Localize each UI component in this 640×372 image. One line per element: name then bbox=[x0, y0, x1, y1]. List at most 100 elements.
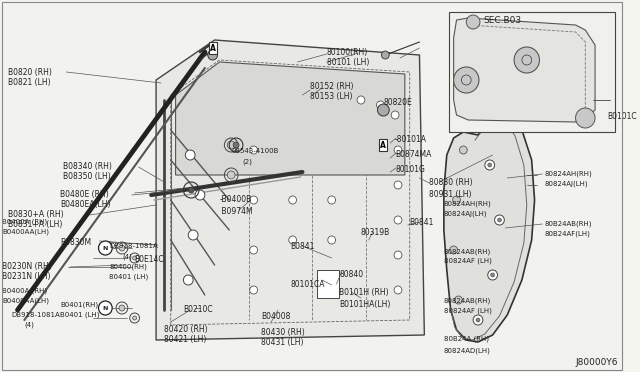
Circle shape bbox=[119, 245, 125, 251]
Text: 80840: 80840 bbox=[339, 270, 364, 279]
Circle shape bbox=[132, 316, 136, 320]
Text: 80B24AB(RH): 80B24AB(RH) bbox=[545, 220, 592, 227]
Text: 80B24A (RH): 80B24A (RH) bbox=[444, 335, 489, 341]
Polygon shape bbox=[175, 62, 405, 175]
Circle shape bbox=[99, 301, 112, 315]
Circle shape bbox=[289, 236, 296, 244]
Circle shape bbox=[454, 67, 479, 93]
Text: 80824AH(RH): 80824AH(RH) bbox=[545, 170, 592, 176]
Circle shape bbox=[394, 286, 402, 294]
Circle shape bbox=[357, 96, 365, 104]
Circle shape bbox=[452, 196, 460, 204]
Text: 80824AJ(LH): 80824AJ(LH) bbox=[545, 180, 588, 186]
Text: B0400A (RH): B0400A (RH) bbox=[2, 218, 47, 224]
Circle shape bbox=[99, 241, 112, 255]
Circle shape bbox=[195, 190, 205, 200]
Circle shape bbox=[208, 50, 218, 60]
Text: N: N bbox=[102, 305, 108, 311]
Text: DB918-1081A: DB918-1081A bbox=[12, 312, 60, 318]
Text: B0101H (RH): B0101H (RH) bbox=[339, 288, 389, 297]
Circle shape bbox=[394, 216, 402, 224]
Text: B08340 (RH): B08340 (RH) bbox=[63, 162, 112, 171]
Text: (4): (4) bbox=[24, 322, 35, 328]
Text: 80420 (RH): 80420 (RH) bbox=[164, 325, 207, 334]
Circle shape bbox=[450, 246, 458, 254]
Text: 80824AH(RH): 80824AH(RH) bbox=[444, 200, 492, 206]
Text: B0830+A (RH): B0830+A (RH) bbox=[8, 210, 63, 219]
Text: 80824AB(RH): 80824AB(RH) bbox=[444, 248, 491, 254]
Text: (4): (4) bbox=[122, 253, 132, 260]
Polygon shape bbox=[156, 40, 424, 340]
Text: B0230N (RH): B0230N (RH) bbox=[2, 262, 52, 271]
Circle shape bbox=[473, 315, 483, 325]
Circle shape bbox=[227, 171, 235, 179]
Circle shape bbox=[488, 163, 492, 167]
Text: B0400AA(LH): B0400AA(LH) bbox=[2, 228, 49, 234]
Text: 80153 (LH): 80153 (LH) bbox=[310, 92, 353, 101]
Text: 80430 (RH): 80430 (RH) bbox=[261, 328, 305, 337]
Bar bbox=[317, 270, 339, 298]
Circle shape bbox=[188, 230, 198, 240]
Text: 80400(RH): 80400(RH) bbox=[109, 263, 147, 269]
Circle shape bbox=[184, 275, 193, 285]
Text: 80824AD(LH): 80824AD(LH) bbox=[444, 347, 491, 353]
Circle shape bbox=[250, 196, 257, 204]
Text: B0831+A (LH): B0831+A (LH) bbox=[8, 220, 62, 229]
Text: B0480E (RH): B0480E (RH) bbox=[61, 190, 109, 199]
Text: -B0400B: -B0400B bbox=[220, 195, 252, 204]
Text: B0974M: B0974M bbox=[220, 207, 253, 216]
Text: A: A bbox=[210, 44, 216, 52]
Text: B0874MA: B0874MA bbox=[395, 150, 431, 159]
Text: B0820 (RH): B0820 (RH) bbox=[8, 68, 52, 77]
Polygon shape bbox=[444, 115, 534, 342]
Text: 80824AB(RH): 80824AB(RH) bbox=[444, 298, 491, 305]
Circle shape bbox=[233, 142, 239, 148]
Text: 80824AF (LH): 80824AF (LH) bbox=[444, 308, 492, 314]
Text: 80820E: 80820E bbox=[383, 98, 412, 107]
Text: 80152 (RH): 80152 (RH) bbox=[310, 82, 354, 91]
Circle shape bbox=[227, 141, 235, 149]
Text: J80000Y6: J80000Y6 bbox=[575, 358, 618, 367]
Circle shape bbox=[575, 108, 595, 128]
Circle shape bbox=[328, 196, 335, 204]
Text: B0401 (LH): B0401 (LH) bbox=[61, 312, 100, 318]
Text: B04008: B04008 bbox=[261, 312, 291, 321]
Text: B0830M: B0830M bbox=[61, 238, 92, 247]
Circle shape bbox=[497, 218, 501, 222]
Circle shape bbox=[491, 273, 495, 277]
Circle shape bbox=[378, 104, 389, 116]
Text: DB918-1081A: DB918-1081A bbox=[109, 243, 158, 249]
Circle shape bbox=[132, 256, 136, 260]
Text: 80101 (LH): 80101 (LH) bbox=[327, 58, 369, 67]
Circle shape bbox=[376, 101, 385, 109]
Circle shape bbox=[328, 276, 335, 284]
Text: 80931 (LH): 80931 (LH) bbox=[429, 190, 472, 199]
Circle shape bbox=[250, 286, 257, 294]
Circle shape bbox=[485, 160, 495, 170]
Circle shape bbox=[488, 270, 497, 280]
Text: B0210C: B0210C bbox=[184, 305, 213, 314]
Text: B0101C: B0101C bbox=[607, 112, 636, 121]
Circle shape bbox=[394, 251, 402, 259]
Text: B0231N (LH): B0231N (LH) bbox=[2, 272, 51, 281]
Text: -80101A: -80101A bbox=[395, 135, 427, 144]
Text: 80B24AF(LH): 80B24AF(LH) bbox=[545, 230, 590, 237]
Circle shape bbox=[454, 296, 462, 304]
Circle shape bbox=[188, 187, 194, 193]
Circle shape bbox=[495, 215, 504, 225]
Text: 80830 (RH): 80830 (RH) bbox=[429, 178, 473, 187]
Text: B0841: B0841 bbox=[291, 242, 315, 251]
Circle shape bbox=[250, 246, 257, 254]
Circle shape bbox=[250, 146, 257, 154]
Text: 80421 (LH): 80421 (LH) bbox=[164, 335, 206, 344]
Circle shape bbox=[394, 146, 402, 154]
Text: B0841: B0841 bbox=[410, 218, 434, 227]
Polygon shape bbox=[454, 18, 595, 122]
Text: 80319B: 80319B bbox=[361, 228, 390, 237]
Text: SEC.B03: SEC.B03 bbox=[484, 16, 522, 25]
Text: B0480EA(LH): B0480EA(LH) bbox=[61, 200, 111, 209]
Text: 80100(RH): 80100(RH) bbox=[327, 48, 368, 57]
Bar bbox=[449, 12, 614, 132]
Circle shape bbox=[476, 318, 480, 322]
Text: B0401(RH): B0401(RH) bbox=[61, 302, 99, 308]
